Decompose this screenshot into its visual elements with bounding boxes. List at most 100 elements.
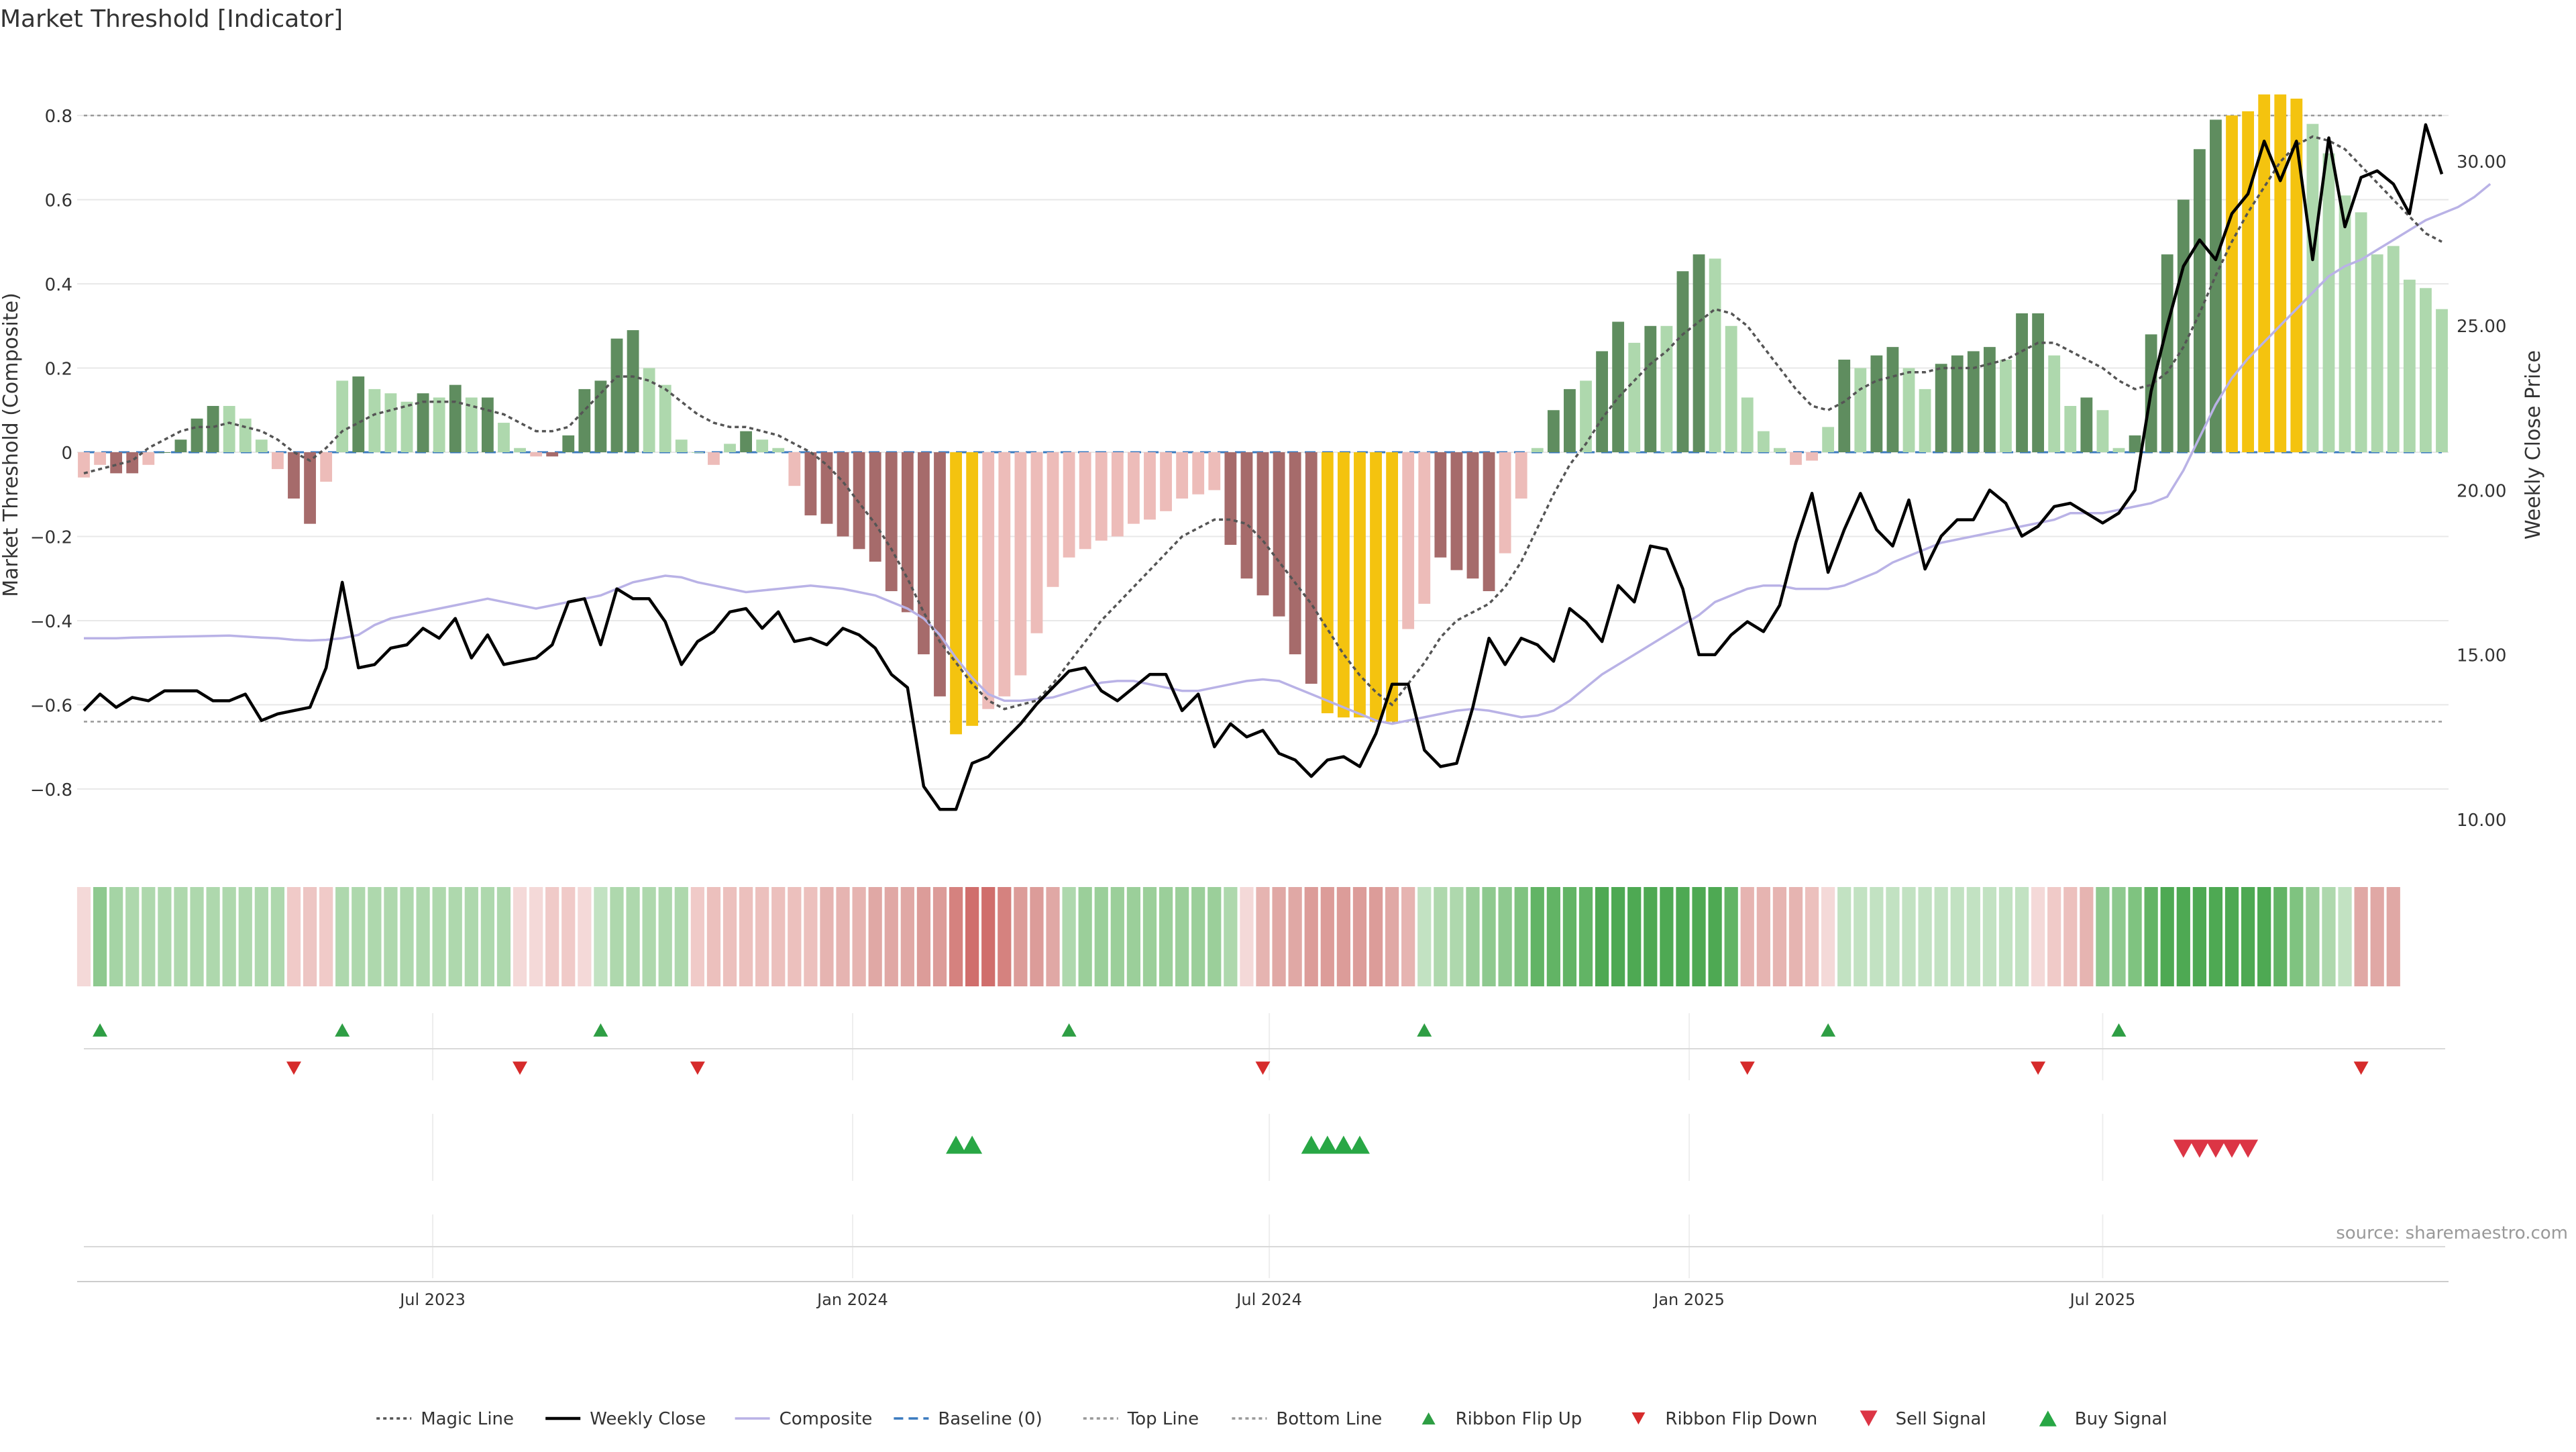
legend-item: Top Line bbox=[1083, 1409, 1199, 1429]
ribbon-cell bbox=[820, 887, 834, 986]
ribbon-cell bbox=[222, 887, 236, 986]
composite-bar bbox=[304, 452, 316, 524]
composite-bar bbox=[384, 393, 397, 452]
composite-bar bbox=[2000, 359, 2012, 452]
ribbon-cell bbox=[836, 887, 850, 986]
composite-bar bbox=[481, 397, 494, 452]
legend-item: Ribbon Flip Down bbox=[1631, 1409, 1817, 1429]
buy-signal-marker bbox=[1349, 1135, 1370, 1154]
y-right-tick-label: 30.00 bbox=[2457, 152, 2506, 172]
sell-signal-marker bbox=[2173, 1139, 2194, 1158]
ribbon-cell bbox=[1368, 887, 1383, 986]
composite-bar bbox=[1741, 397, 1754, 452]
ribbon-cell bbox=[981, 887, 996, 986]
source-note: source: sharemaestro.com bbox=[2336, 1223, 2568, 1243]
legend-item: Weekly Close bbox=[545, 1409, 706, 1429]
y-tick-label: 0.6 bbox=[45, 191, 72, 211]
ribbon-cell bbox=[1950, 887, 1964, 986]
ribbon-cell bbox=[1854, 887, 1868, 986]
composite-bar bbox=[1806, 452, 1818, 461]
composite-bar bbox=[2322, 153, 2335, 452]
x-axis-ticks: Jul 2023 Jan 2024 Jul 2024 Jan 2025 Jul 2025 bbox=[77, 1281, 2449, 1309]
ribbon-cell bbox=[658, 887, 672, 986]
ribbon-cell bbox=[1998, 887, 2013, 986]
composite-bars bbox=[78, 94, 2448, 735]
ribbon-cell bbox=[1272, 887, 1286, 986]
ribbon-cell bbox=[755, 887, 769, 986]
composite-bar bbox=[1531, 448, 1544, 452]
chart-title: Market Threshold [Indicator] bbox=[0, 5, 343, 33]
legend-item: Sell Signal bbox=[1860, 1409, 1986, 1429]
ribbon-cell bbox=[578, 887, 592, 986]
y-tick-label: 0.4 bbox=[45, 275, 72, 295]
ribbon-cell bbox=[1030, 887, 1044, 986]
y-right-tick-label: 15.00 bbox=[2457, 646, 2506, 666]
ribbon-cell bbox=[2128, 887, 2142, 986]
composite-bar bbox=[1434, 452, 1447, 558]
composite-bar bbox=[2290, 99, 2303, 453]
ribbon-cell bbox=[2370, 887, 2384, 986]
composite-bar bbox=[950, 452, 962, 735]
composite-bar bbox=[2306, 123, 2319, 452]
composite-bar bbox=[546, 452, 559, 457]
composite-bar bbox=[514, 448, 526, 452]
composite-bar bbox=[1919, 388, 1931, 452]
composite-bar bbox=[2193, 149, 2206, 452]
composite-bar bbox=[1386, 452, 1399, 722]
composite-bar bbox=[788, 452, 801, 486]
composite-bar bbox=[2161, 254, 2174, 452]
legend-label: Magic Line bbox=[421, 1409, 514, 1429]
composite-bar bbox=[853, 452, 865, 550]
ribbon-cell bbox=[2386, 887, 2400, 986]
composite-bar bbox=[2064, 405, 2077, 452]
ribbon-cell bbox=[76, 887, 91, 986]
composite-bar bbox=[2274, 94, 2287, 453]
ribbon-cell bbox=[1224, 887, 1238, 986]
ribbon-cell bbox=[884, 887, 898, 986]
ribbon-cell bbox=[400, 887, 414, 986]
ribbon-cell bbox=[739, 887, 753, 986]
ribbon-cell bbox=[1078, 887, 1092, 986]
composite-bar bbox=[1935, 364, 1947, 452]
ribbon-cell bbox=[1514, 887, 1528, 986]
composite-bar bbox=[1370, 452, 1382, 722]
composite-bar bbox=[1660, 325, 1673, 452]
composite-bar bbox=[1321, 452, 1334, 713]
ribbon-cell bbox=[690, 887, 704, 986]
ribbon-cell bbox=[2031, 887, 2045, 986]
composite-bar bbox=[1127, 452, 1140, 524]
legend-swatch bbox=[1860, 1410, 1878, 1427]
composite-bar bbox=[223, 405, 235, 452]
ribbon-cell bbox=[190, 887, 204, 986]
ribbon-cell bbox=[1498, 887, 1512, 986]
ribbon-cell bbox=[1240, 887, 1254, 986]
composite-bar bbox=[659, 384, 672, 452]
ribbon-cell bbox=[2224, 887, 2239, 986]
ribbon-cell bbox=[1126, 887, 1141, 986]
composite-bar bbox=[2226, 115, 2238, 452]
composite-bar bbox=[1580, 380, 1592, 452]
ribbon-flip-up-marker bbox=[335, 1023, 350, 1037]
ribbon-cell bbox=[771, 887, 786, 986]
composite-bar bbox=[2112, 448, 2125, 452]
ribbon-flip-up-marker bbox=[1061, 1023, 1077, 1037]
ribbon-cell bbox=[270, 887, 285, 986]
ribbon-flip-down-marker bbox=[286, 1061, 301, 1075]
composite-bar bbox=[594, 380, 607, 452]
y-right-tick-label: 25.00 bbox=[2457, 317, 2506, 337]
ribbon-cell bbox=[1644, 887, 1658, 986]
composite-bar bbox=[2371, 254, 2383, 452]
ribbon-cell bbox=[545, 887, 559, 986]
composite-bar bbox=[1240, 452, 1253, 579]
y-tick-label: −0.6 bbox=[30, 696, 72, 716]
buy-signal-marker bbox=[1301, 1135, 1322, 1154]
composite-bar bbox=[174, 439, 187, 452]
ribbon-cell bbox=[1562, 887, 1577, 986]
composite-bar bbox=[740, 431, 752, 452]
ribbon-flip-down-marker bbox=[1739, 1061, 1755, 1075]
weekly-close-line bbox=[83, 123, 2444, 811]
ribbon-cell bbox=[2241, 887, 2255, 986]
ribbon-panel bbox=[76, 887, 2400, 986]
composite-bar bbox=[1822, 427, 1835, 452]
